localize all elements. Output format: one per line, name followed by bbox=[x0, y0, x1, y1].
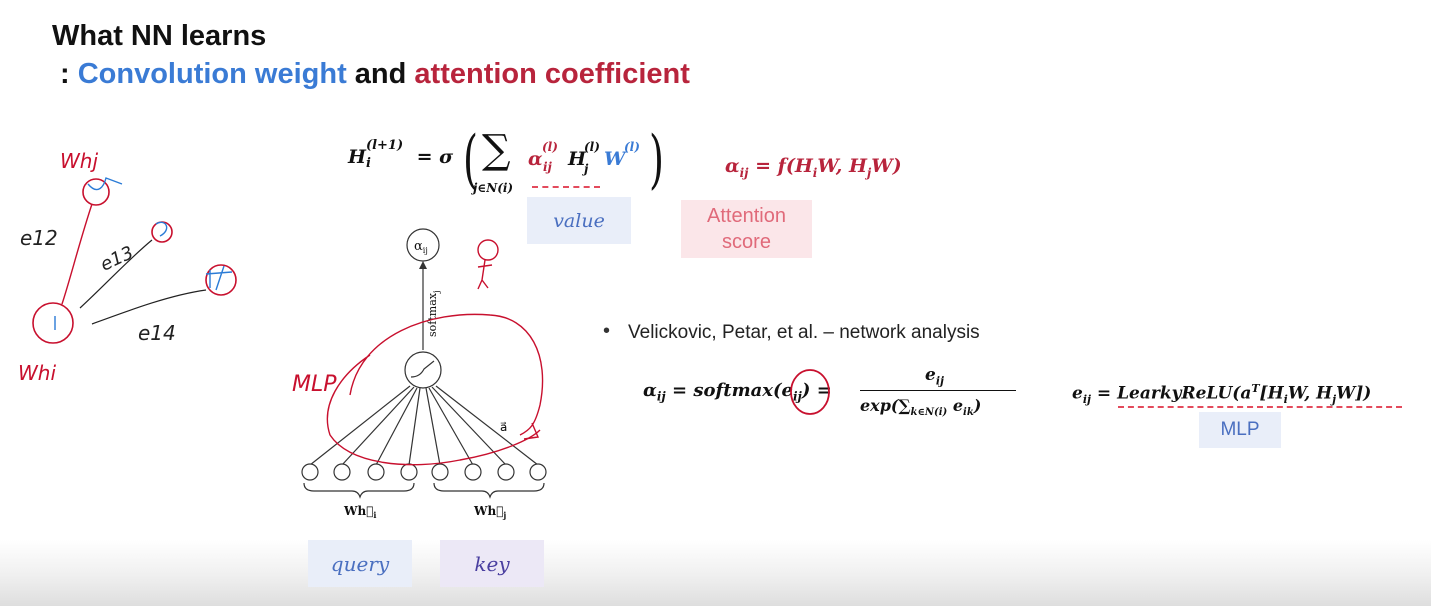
edge-e12-label: e12 bbox=[20, 226, 58, 250]
slide-title: What NN learns bbox=[52, 20, 267, 52]
person-sketch-head bbox=[477, 239, 499, 261]
fraction-numerator: eij bbox=[925, 365, 944, 388]
edge-e13-label: e13 bbox=[97, 242, 137, 275]
wh-i-label: Wh⃗i bbox=[343, 504, 376, 520]
handdrawn-loop bbox=[326, 313, 544, 466]
query-tag: query bbox=[308, 540, 412, 587]
fraction-bar bbox=[860, 390, 1016, 391]
alpha-node-label: αij bbox=[414, 239, 428, 255]
alpha-definition: αij = f(HiW, HjW) bbox=[725, 155, 902, 180]
sum-subscript: j∈N(i) bbox=[473, 181, 514, 195]
update-equation: H (l+1) i = σ bbox=[348, 138, 454, 171]
node-bottom-label: Whi bbox=[18, 361, 56, 385]
mlp-tag: MLP bbox=[1199, 412, 1281, 448]
softmax-label: softmaxj bbox=[426, 291, 441, 337]
person-sketch-body bbox=[477, 259, 493, 290]
brace-right bbox=[433, 482, 545, 499]
right-paren: ) bbox=[648, 123, 664, 197]
alpha-term-sup: (l) bbox=[542, 140, 558, 154]
value-tag: value bbox=[527, 197, 631, 244]
brace-left bbox=[303, 482, 415, 499]
left-paren: ( bbox=[462, 123, 478, 197]
e-equation: eij = LearkyReLU(aT[HiW, HjW]) bbox=[1072, 382, 1372, 407]
slide-subtitle: : Convolution weight and attention coeff… bbox=[60, 58, 690, 91]
attention-score-tag: Attention score bbox=[681, 200, 812, 258]
subtitle-attention-coefficient: attention coefficient bbox=[414, 58, 690, 90]
eij-handdrawn-circle bbox=[790, 369, 830, 415]
bullet-dot: • bbox=[603, 320, 611, 342]
softmax-equation: αij = softmax(eij) = bbox=[643, 380, 832, 404]
alpha-node bbox=[406, 228, 440, 262]
w-term: W bbox=[604, 148, 626, 170]
gat-attention-figure: αij softmaxj a⃗ Wh⃗i Wh⃗j bbox=[301, 228, 547, 520]
key-tag: key bbox=[440, 540, 544, 587]
edge-e14-label: e14 bbox=[138, 321, 176, 345]
bullet-text: Velickovic, Petar, et al. – network anal… bbox=[628, 322, 980, 343]
alpha-underline bbox=[532, 186, 600, 188]
alpha-term-sub: ij bbox=[543, 160, 552, 174]
input-nodes bbox=[301, 385, 547, 481]
h-term-sub: j bbox=[584, 162, 589, 176]
h-term: H bbox=[568, 148, 586, 170]
h-term-sup: (l) bbox=[584, 140, 600, 154]
wh-j-label: Wh⃗j bbox=[473, 504, 506, 520]
node-top-label: Whj bbox=[60, 149, 98, 173]
handdrawn-graph: Whj Whi e12 e13 e14 bbox=[18, 149, 237, 385]
alpha-term: α bbox=[528, 148, 543, 170]
subtitle-and: and bbox=[346, 58, 415, 90]
lrelu-underline bbox=[1118, 406, 1402, 408]
subtitle-convolution-weight: Convolution weight bbox=[77, 58, 347, 90]
w-term-sup: (l) bbox=[624, 140, 640, 154]
handwritten-mlp: MLP bbox=[292, 372, 337, 397]
fraction-denominator: exp(∑k∈N(i) eik) bbox=[860, 396, 982, 419]
subtitle-prefix: : bbox=[60, 58, 78, 90]
a-vector-label: a⃗ bbox=[500, 420, 507, 434]
sum-symbol: ∑ bbox=[482, 127, 511, 173]
